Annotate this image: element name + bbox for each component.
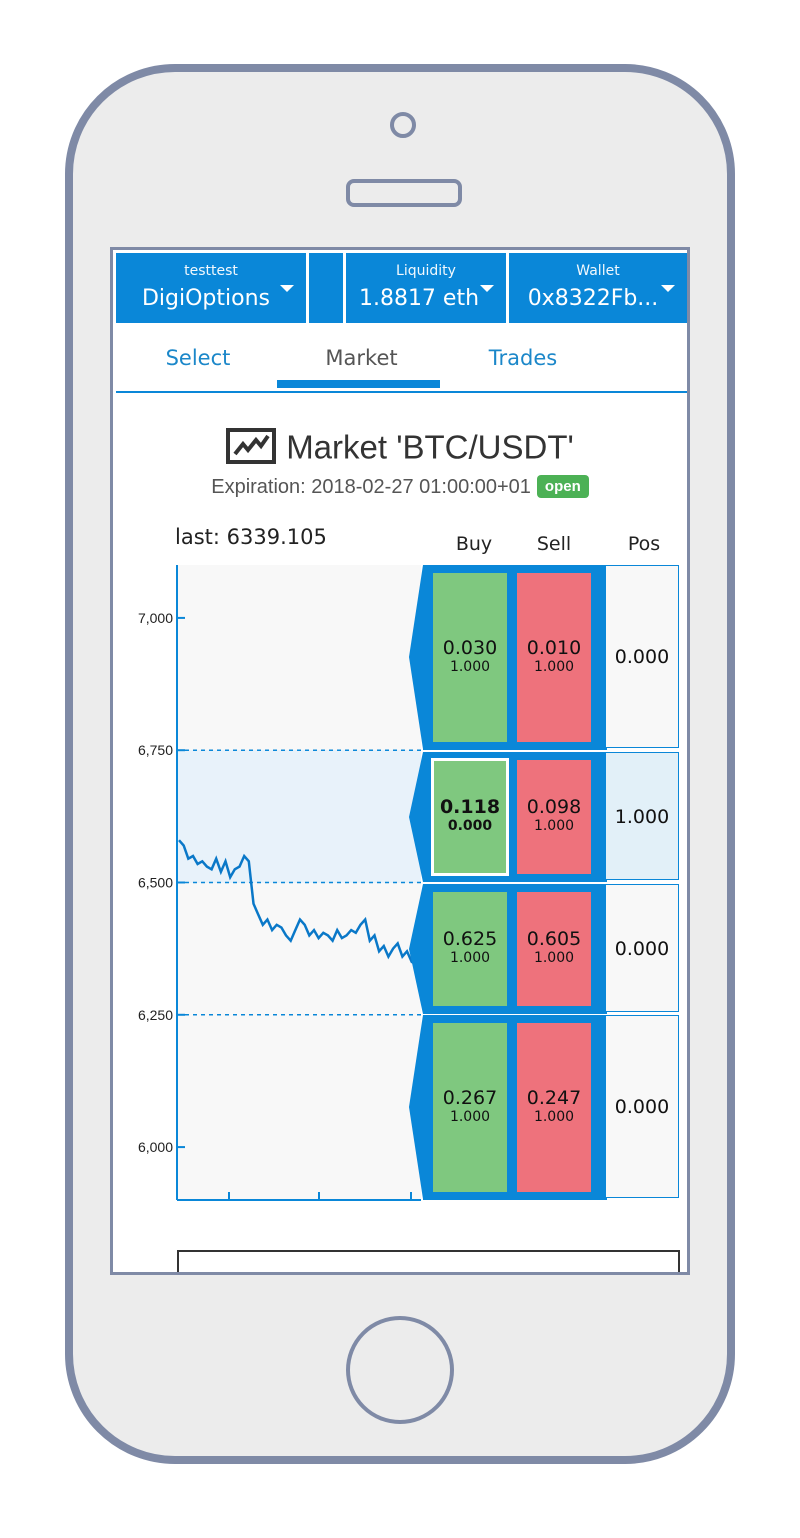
speaker: [346, 179, 462, 207]
quantity: 1.000: [533, 1108, 575, 1125]
tab-bar: Select Market Trades: [116, 323, 687, 393]
option-row: 0.625 1.000 0.605 1.000: [409, 884, 607, 1014]
position-cell: 0.000: [605, 565, 679, 748]
top-bar: testtest DigiOptions Liquidity 1.8817 et…: [116, 253, 687, 323]
liquidity-value: 1.8817 eth: [358, 286, 480, 311]
row-arrow: [409, 884, 423, 1014]
price: 0.118: [439, 796, 501, 819]
caret-down-icon: [280, 285, 294, 292]
position-cell: 0.000: [605, 884, 679, 1012]
last-price: last: 6339.105: [175, 525, 327, 549]
wallet-dropdown[interactable]: Wallet 0x8322Fb...: [509, 253, 687, 323]
tab-select[interactable]: Select: [165, 346, 231, 370]
active-tab-indicator: [277, 380, 440, 388]
account-name: DigiOptions: [141, 286, 270, 311]
sell-button[interactable]: 0.247 1.000: [515, 1021, 593, 1194]
column-header-buy: Buy: [455, 533, 493, 555]
line-chart-icon: [226, 428, 277, 472]
option-row: 0.267 1.000 0.247 1.000: [409, 1015, 607, 1200]
quantity: 1.000: [533, 818, 575, 835]
quantity: 1.000: [533, 950, 575, 967]
buy-button[interactable]: 0.625 1.000: [431, 890, 509, 1008]
price: 0.247: [526, 1086, 582, 1109]
price-line: [178, 839, 422, 969]
caret-down-icon: [661, 285, 675, 292]
x-tick-label: 18h 26.02.: [378, 1209, 433, 1210]
market-title-text: Market 'BTC/USDT': [286, 428, 574, 466]
status-badge: open: [536, 475, 589, 498]
row-arrow: [409, 1015, 423, 1199]
buy-button[interactable]: 0.118 0.000: [431, 758, 509, 876]
sell-button[interactable]: 0.010 1.000: [515, 571, 593, 744]
expiration: Expiration: 2018-02-27 01:00:00+01 open: [113, 475, 687, 499]
price: 0.098: [526, 796, 582, 819]
price: 0.605: [526, 928, 582, 951]
quantity: 1.000: [533, 658, 575, 675]
option-row: 0.030 1.000 0.010 1.000: [409, 565, 607, 750]
account-label: testtest: [184, 263, 238, 279]
row-arrow: [409, 565, 423, 749]
home-button[interactable]: [346, 1316, 454, 1424]
liquidity-label: Liquidity: [396, 263, 456, 279]
tab-market[interactable]: Market: [325, 346, 398, 370]
price-chart: 7,000 6,750 6,500 6,250 6,000 12h 26.02. 15h 2…: [138, 565, 433, 1210]
y-tick-label: 6,250: [138, 1007, 173, 1023]
row-arrow: [409, 752, 423, 882]
price: 0.625: [442, 928, 498, 951]
option-row: 0.118 0.000 0.098 1.000: [409, 752, 607, 882]
y-tick-label: 6,500: [138, 875, 173, 891]
app-screen: testtest DigiOptions Liquidity 1.8817 et…: [110, 247, 690, 1275]
account-dropdown[interactable]: testtest DigiOptions: [116, 253, 306, 323]
quantity: 1.000: [449, 950, 491, 967]
sell-button[interactable]: 0.098 1.000: [515, 758, 593, 876]
quantity: 0.000: [447, 818, 493, 835]
buy-button[interactable]: 0.030 1.000: [431, 571, 509, 744]
price: 0.030: [442, 636, 498, 659]
price: 0.010: [526, 636, 582, 659]
position-cell: 1.000: [605, 752, 679, 880]
wallet-address: 0x8322Fb...: [527, 286, 659, 311]
spacer-segment: [309, 253, 343, 323]
wallet-label: Wallet: [576, 263, 620, 279]
sell-button[interactable]: 0.605 1.000: [515, 890, 593, 1008]
expiration-text: Expiration: 2018-02-27 01:00:00+01: [211, 476, 531, 498]
market-title: Market 'BTC/USDT': [113, 428, 687, 472]
x-tick-label: 15h 26.02.: [286, 1209, 352, 1210]
column-header-sell: Sell: [536, 533, 572, 555]
camera: [390, 112, 416, 138]
info-box: [177, 1250, 680, 1272]
liquidity-dropdown[interactable]: Liquidity 1.8817 eth: [346, 253, 506, 323]
position-cell: 0.000: [605, 1015, 679, 1198]
price: 0.267: [442, 1086, 498, 1109]
quantity: 1.000: [449, 658, 491, 675]
y-tick-label: 6,000: [138, 1139, 173, 1155]
tab-trades[interactable]: Trades: [488, 346, 558, 370]
x-tick-label: 12h 26.02.: [196, 1209, 262, 1210]
y-tick-label: 6,750: [138, 742, 173, 758]
buy-button[interactable]: 0.267 1.000: [431, 1021, 509, 1194]
caret-down-icon: [480, 285, 494, 292]
y-tick-label: 7,000: [138, 610, 173, 626]
column-header-pos: Pos: [627, 533, 661, 555]
quantity: 1.000: [449, 1108, 491, 1125]
